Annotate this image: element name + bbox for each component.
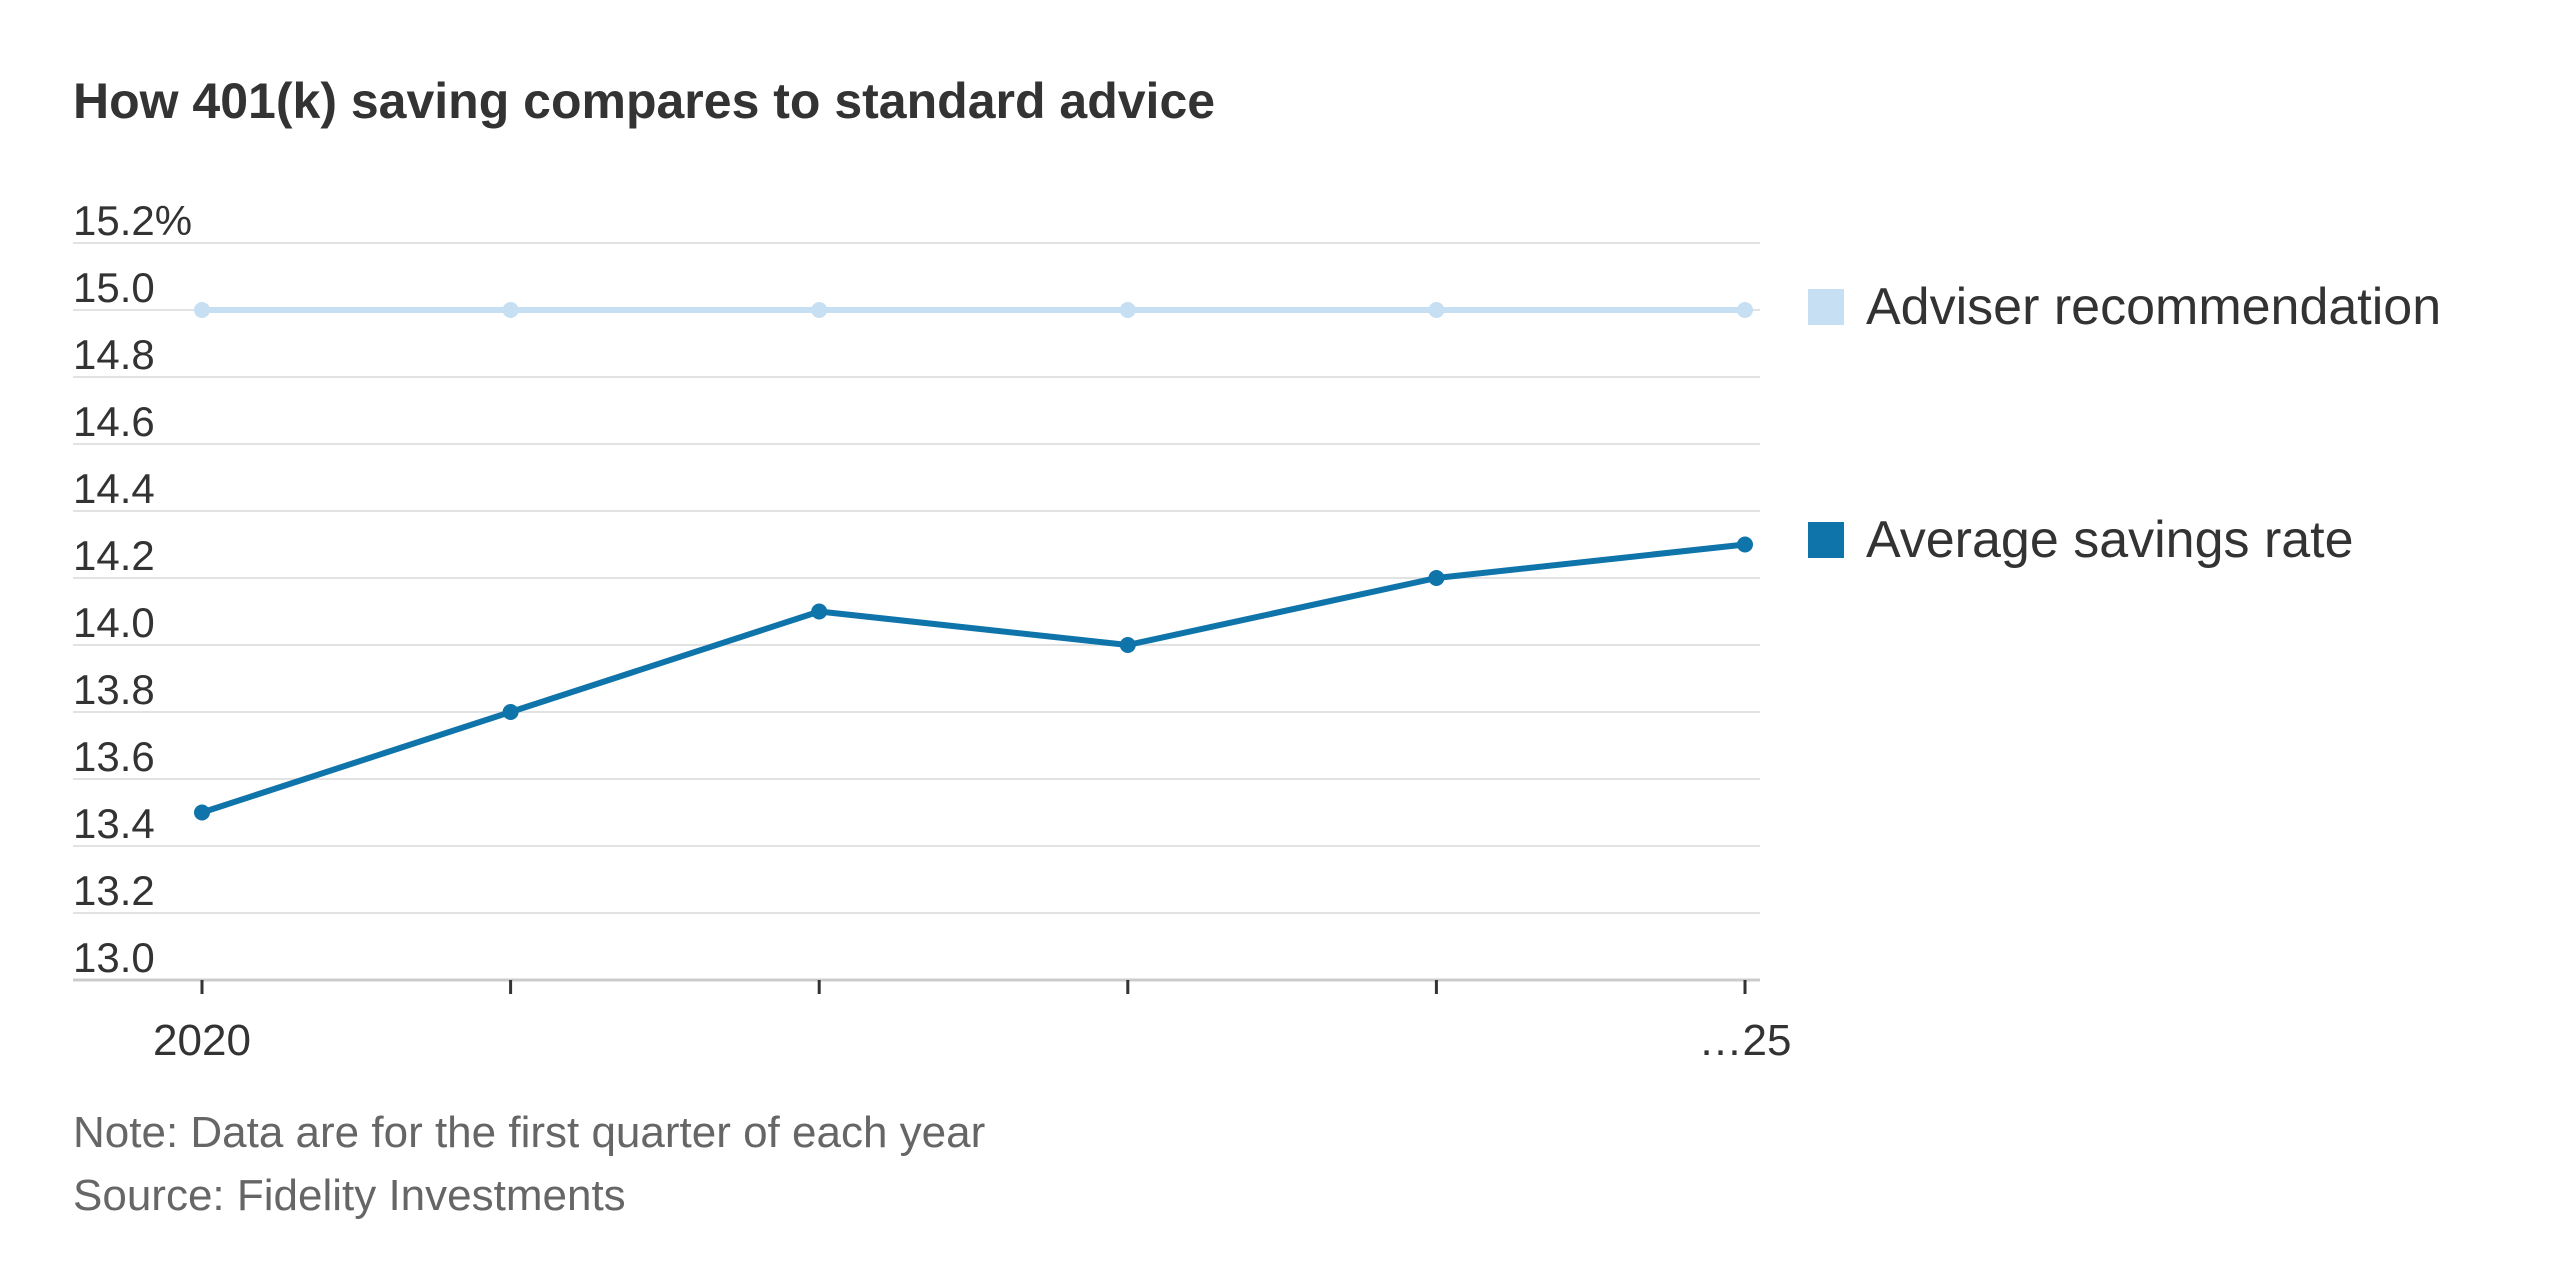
grid-lines [73, 242, 1760, 982]
y-tick-label: 14.4 [73, 465, 155, 512]
x-axis: 2020 …25 [153, 980, 1791, 1065]
y-tick-label: 14.8 [73, 331, 155, 378]
legend-swatch-adviser-recommendation [1808, 289, 1844, 325]
legend-item-average-savings-rate: Average savings rate [1808, 510, 2354, 570]
data-point-adviser-recommendation [811, 302, 828, 318]
y-tick-label: 13.8 [73, 666, 155, 713]
y-tick-label: 14.6 [73, 398, 155, 445]
data-point-average-savings-rate [502, 704, 519, 720]
data-point-adviser-recommendation [1428, 302, 1445, 318]
x-tick-label: 2020 [153, 1016, 251, 1065]
legend-label-adviser-recommendation: Adviser recommendation [1866, 278, 2442, 336]
y-axis-labels: 15.2% 15.0 14.8 14.6 14.4 14.2 14.0 13.8 13.6 13.… [73, 197, 192, 981]
y-tick-label: 14.0 [73, 599, 155, 646]
y-tick-label: 14.2 [73, 532, 155, 579]
y-tick-label: 15.2% [73, 197, 192, 244]
data-point-adviser-recommendation [194, 302, 210, 318]
legend-swatch-average-savings-rate [1808, 522, 1844, 558]
x-tick-label: …25 [1699, 1016, 1792, 1065]
y-tick-label: 13.2 [73, 867, 155, 914]
series-lines [194, 302, 1753, 821]
data-point-average-savings-rate [194, 804, 210, 821]
chart-source: Source: Fidelity Investments [73, 1171, 626, 1220]
data-point-average-savings-rate [1119, 637, 1136, 653]
data-point-average-savings-rate [811, 603, 828, 620]
y-tick-label: 13.0 [73, 934, 155, 981]
series-line-average-savings-rate [199, 541, 1748, 816]
data-point-adviser-recommendation [1737, 302, 1753, 318]
chart-title: How 401(k) saving compares to standard a… [73, 73, 1216, 129]
legend-label-average-savings-rate: Average savings rate [1866, 511, 2354, 569]
data-point-adviser-recommendation [1119, 302, 1136, 318]
y-tick-label: 13.4 [73, 800, 155, 847]
data-point-average-savings-rate [1428, 570, 1445, 586]
legend-item-adviser-recommendation: Adviser recommendation [1808, 277, 2441, 337]
y-tick-label: 13.6 [73, 733, 155, 780]
chart-note: Note: Data are for the first quarter of … [73, 1108, 986, 1157]
y-tick-label: 15.0 [73, 264, 155, 311]
data-point-average-savings-rate [1737, 536, 1753, 553]
data-point-adviser-recommendation [502, 302, 519, 318]
